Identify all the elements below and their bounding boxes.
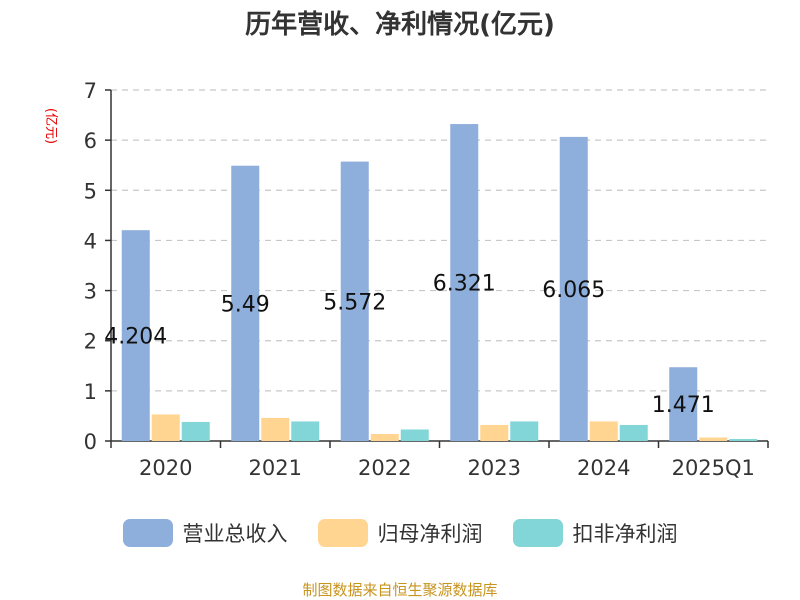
bar-revenue xyxy=(669,367,698,441)
data-label-revenue: 1.471 xyxy=(652,393,715,418)
bar-deducted-net-profit xyxy=(400,429,429,441)
bar-revenue xyxy=(340,161,369,441)
bar-parent-net-profit xyxy=(589,421,618,441)
y-tick-label: 0 xyxy=(84,430,97,454)
y-tick-label: 3 xyxy=(84,280,97,304)
chart-title: 历年营收、净利情况(亿元) xyxy=(245,10,555,40)
source-note: 制图数据来自恒生聚源数据库 xyxy=(302,581,498,599)
bar-revenue xyxy=(450,124,479,441)
legend-label: 营业总收入 xyxy=(182,522,288,546)
legend-item[interactable]: 营业总收入 xyxy=(122,518,288,548)
x-tick-label: 2023 xyxy=(468,456,521,480)
bar-parent-net-profit xyxy=(370,433,399,441)
y-tick-label: 4 xyxy=(84,229,97,253)
chart-legend: 营业总收入 归母净利润 扣非净利润 xyxy=(0,518,800,548)
bar-deducted-net-profit xyxy=(729,438,758,441)
bar-deducted-net-profit xyxy=(291,421,320,441)
x-tick-label: 2025Q1 xyxy=(672,456,755,480)
legend-swatch xyxy=(317,519,368,547)
y-tick-label: 2 xyxy=(84,330,97,354)
bar-deducted-net-profit xyxy=(619,424,648,441)
x-tick-label: 2024 xyxy=(577,456,630,480)
bar-revenue xyxy=(559,136,588,441)
bar-revenue xyxy=(121,230,150,441)
data-label-revenue: 5.49 xyxy=(221,292,270,317)
y-tick-label: 1 xyxy=(84,380,97,404)
legend-label: 归母净利润 xyxy=(377,522,483,546)
bar-parent-net-profit xyxy=(699,437,728,441)
x-tick-label: 2022 xyxy=(358,456,411,480)
x-tick-label: 2021 xyxy=(249,456,302,480)
bar-deducted-net-profit xyxy=(510,421,539,441)
data-label-revenue: 6.065 xyxy=(542,278,605,303)
data-label-revenue: 4.204 xyxy=(104,325,167,350)
legend-swatch xyxy=(122,519,173,547)
data-label-revenue: 6.321 xyxy=(433,272,496,297)
y-tick-label: 5 xyxy=(84,179,97,203)
legend-label: 扣非净利润 xyxy=(572,522,678,546)
bar-parent-net-profit xyxy=(261,417,290,441)
bar-deducted-net-profit xyxy=(181,421,210,441)
data-label-revenue: 5.572 xyxy=(323,290,386,315)
legend-item[interactable]: 扣非净利润 xyxy=(512,518,678,548)
x-tick-label: 2020 xyxy=(139,456,192,480)
legend-swatch xyxy=(512,519,563,547)
bar-parent-net-profit xyxy=(480,424,509,441)
bar-revenue xyxy=(231,165,260,442)
y-tick-label: 7 xyxy=(84,79,97,103)
legend-item[interactable]: 归母净利润 xyxy=(317,518,483,548)
bar-parent-net-profit xyxy=(151,414,180,441)
y-tick-label: 6 xyxy=(84,129,97,153)
